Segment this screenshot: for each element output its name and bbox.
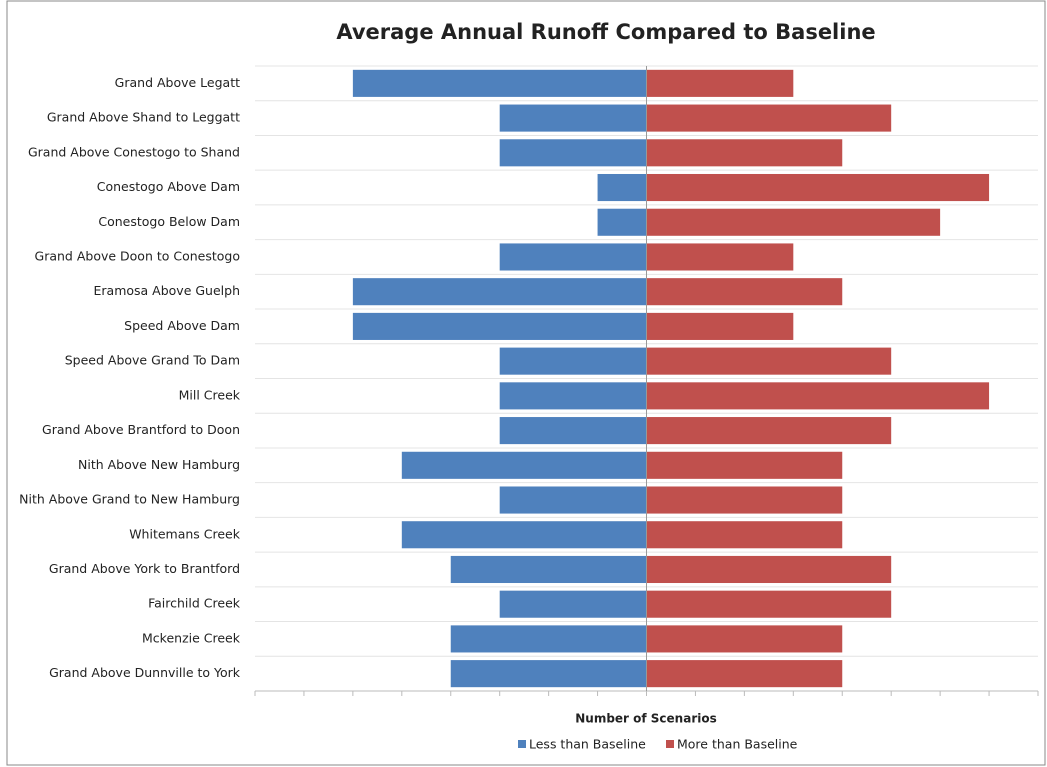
x-axis-title: Number of Scenarios [575, 712, 717, 726]
legend-swatch [666, 740, 674, 748]
bar [646, 486, 843, 514]
bar [352, 312, 647, 340]
y-tick-label: Eramosa Above Guelph [94, 283, 241, 298]
bar [646, 69, 794, 97]
bar [646, 173, 990, 202]
bar [646, 451, 843, 479]
bar [646, 278, 843, 306]
bar [646, 104, 892, 132]
y-tick-label: Nith Above Grand to New Hamburg [19, 492, 240, 507]
bar [646, 417, 892, 445]
y-tick-label: Conestogo Above Dam [97, 179, 240, 194]
bar [646, 660, 843, 688]
y-tick-label: Whitemans Creek [129, 526, 241, 541]
y-tick-label: Speed Above Grand To Dam [65, 353, 240, 368]
legend-swatch [518, 740, 526, 748]
bar [352, 69, 647, 97]
y-tick-label: Mckenzie Creek [142, 630, 241, 645]
bar [597, 173, 647, 202]
bar [646, 625, 843, 653]
bar [646, 243, 794, 271]
bar [646, 208, 941, 236]
y-tick-label: Grand Above Brantford to Doon [42, 422, 240, 437]
chart-title: Average Annual Runoff Compared to Baseli… [336, 20, 875, 44]
bar [499, 486, 647, 514]
y-tick-label: Conestogo Below Dam [98, 214, 240, 229]
bar [646, 521, 843, 549]
bar [646, 347, 892, 375]
bar [499, 104, 647, 132]
bar [646, 382, 990, 410]
bar [499, 382, 647, 410]
bar [499, 347, 647, 375]
bar [646, 139, 843, 167]
bar [401, 521, 647, 549]
y-tick-label: Grand Above Doon to Conestogo [35, 248, 240, 263]
y-tick-label: Grand Above Legatt [115, 75, 240, 90]
y-tick-label: Grand Above York to Brantford [49, 561, 240, 576]
bar [597, 208, 647, 236]
bar [646, 590, 892, 618]
y-tick-label: Fairchild Creek [148, 596, 241, 611]
y-tick-label: Grand Above Shand to Leggatt [47, 110, 240, 125]
bar [450, 555, 647, 584]
bar [499, 243, 647, 271]
bar [450, 660, 647, 688]
bar [450, 625, 647, 653]
bar [646, 312, 794, 340]
y-tick-label: Mill Creek [179, 387, 241, 402]
y-tick-label: Nith Above New Hamburg [78, 457, 240, 472]
bar [352, 278, 647, 306]
bar [499, 590, 647, 618]
y-tick-label: Grand Above Dunnville to York [49, 665, 241, 680]
bar [646, 555, 892, 584]
bar [499, 417, 647, 445]
bar [401, 451, 647, 479]
legend-label: More than Baseline [677, 737, 798, 752]
y-tick-label: Grand Above Conestogo to Shand [28, 144, 240, 159]
legend-label: Less than Baseline [529, 737, 646, 752]
bar [499, 139, 647, 167]
y-tick-label: Speed Above Dam [124, 318, 240, 333]
